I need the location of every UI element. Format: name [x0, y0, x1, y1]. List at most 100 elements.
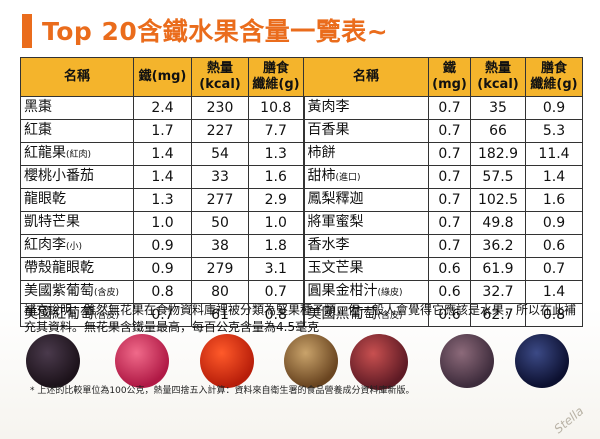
iron-value: 0.9 [133, 234, 192, 258]
header-name-right: 名稱 [303, 57, 429, 97]
supplement-note: 補充說明：雖然無花果在食物資料庫裡被分類為堅果種子類，但一般人會覺得它應該是水果… [24, 303, 577, 334]
table-row: 紅龍果(紅肉) 1.4 54 1.3 柿餅 0.7 182.9 11.4 [20, 142, 583, 166]
iron-value: 1.4 [133, 142, 192, 166]
fruit-name: 龍眼乾 [20, 188, 134, 212]
fruit-name: 黑棗 [20, 96, 134, 120]
iron-value: 0.7 [428, 234, 471, 258]
iron-value: 0.8 [133, 280, 192, 304]
table-row: 帶殼龍眼乾 0.9 279 3.1 玉文芒果 0.6 61.9 0.7 [20, 257, 583, 281]
header-kcal-right: 熱量 (kcal) [470, 57, 526, 97]
fruit-name: 美國紅葡萄(含皮) [20, 303, 134, 327]
dried-prune-image [26, 334, 80, 388]
fiber-value: 0.9 [525, 96, 583, 120]
iron-value: 0.7 [428, 211, 471, 235]
fiber-value: 1.6 [525, 188, 583, 212]
table-row: 美國紅葡萄(含皮) 0.7 61 0.8 美國黑葡萄(含皮) 0.6 62.7 0.8 [20, 303, 583, 327]
iron-value: 0.6 [428, 303, 471, 327]
iron-value: 0.7 [428, 96, 471, 120]
header-name: 名稱 [20, 57, 134, 97]
fruit-name: 香水李 [302, 234, 429, 258]
fruit-name: 柿餅 [302, 142, 429, 166]
fiber-value: 7.7 [248, 119, 304, 143]
fruit-name: 鳳梨釋迦 [302, 188, 429, 212]
table-row: 紅棗 1.7 227 7.7 百香果 0.7 66 5.3 [20, 119, 583, 143]
table-row: 紅肉李(小) 0.9 38 1.8 香水李 0.7 36.2 0.6 [20, 234, 583, 258]
iron-value: 1.3 [133, 188, 192, 212]
kcal-value: 102.5 [470, 188, 526, 212]
table-header-row: 名稱 鐵(mg) 熱量 (kcal) 膳食 纖維(g) 名稱 鐵 (mg) 熱量 (kc… [20, 57, 583, 97]
fiber-value: 10.8 [248, 96, 304, 120]
fiber-value: 0.8 [248, 303, 304, 327]
fruit-name: 凱特芒果 [20, 211, 134, 235]
table-row: 龍眼乾 1.3 277 2.9 鳳梨釋迦 0.7 102.5 1.6 [20, 188, 583, 212]
iron-fruit-table: 名稱 鐵(mg) 熱量 (kcal) 膳食 纖維(g) 名稱 鐵 (mg) 熱量 (kc… [20, 57, 583, 327]
kcal-value: 62.7 [470, 303, 526, 327]
kcal-value: 66 [470, 119, 526, 143]
dragon-fruit-image [115, 334, 169, 388]
fruit-name: 甜柿(進口) [302, 165, 429, 189]
fruit-name: 美國黑葡萄(含皮) [302, 303, 429, 327]
fruit-name: 將軍蜜梨 [302, 211, 429, 235]
iron-value: 1.4 [133, 165, 192, 189]
fiber-value: 11.4 [525, 142, 583, 166]
kcal-value: 61.9 [470, 257, 526, 281]
kcal-value: 61 [191, 303, 249, 327]
kcal-value: 33 [191, 165, 249, 189]
header-iron: 鐵(mg) [133, 57, 192, 97]
fiber-value: 5.3 [525, 119, 583, 143]
fruit-name: 紅肉李(小) [20, 234, 134, 258]
header-iron-right: 鐵 (mg) [428, 57, 471, 97]
header-kcal: 熱量 (kcal) [191, 57, 249, 97]
kcal-value: 277 [191, 188, 249, 212]
kcal-value: 49.8 [470, 211, 526, 235]
iron-value: 1.0 [133, 211, 192, 235]
kcal-value: 36.2 [470, 234, 526, 258]
header-fiber-right: 膳食 纖維(g) [525, 57, 583, 97]
fiber-value: 0.6 [525, 234, 583, 258]
longan-image [284, 334, 338, 388]
fiber-value: 0.9 [525, 211, 583, 235]
footnote: * 上述的比較單位為100公克，熱量四捨五入計算：資料來自衛生署的食品營養成分資… [30, 386, 415, 396]
fiber-value: 1.6 [248, 165, 304, 189]
table-row: 櫻桃小番茄 1.4 33 1.6 甜柿(進口) 0.7 57.5 1.4 [20, 165, 583, 189]
iron-value: 0.7 [428, 142, 471, 166]
fruit-photo-strip [20, 334, 580, 390]
kcal-value: 230 [191, 96, 249, 120]
table-body: 黑棗 2.4 230 10.8 黃肉李 0.7 35 0.9 紅棗 1.7 227 7.7 百香果 0.7… [20, 96, 583, 327]
fiber-value: 0.8 [525, 303, 583, 327]
kcal-value: 57.5 [470, 165, 526, 189]
kcal-value: 182.9 [470, 142, 526, 166]
table-row: 美國紫葡萄(含皮) 0.8 80 0.7 圓果金柑汁(綠皮) 0.6 32.7 1.4 [20, 280, 583, 304]
iron-value: 2.4 [133, 96, 192, 120]
kcal-value: 54 [191, 142, 249, 166]
fruit-name: 玉文芒果 [302, 257, 429, 281]
iron-value: 1.7 [133, 119, 192, 143]
header-fiber: 膳食 纖維(g) [248, 57, 304, 97]
title-accent-bar [22, 14, 32, 48]
table-row: 凱特芒果 1.0 50 1.0 將軍蜜梨 0.7 49.8 0.9 [20, 211, 583, 235]
fiber-value: 0.7 [248, 280, 304, 304]
iron-value: 0.6 [428, 280, 471, 304]
iron-value: 0.6 [428, 257, 471, 281]
cherry-tomato-image [200, 334, 254, 388]
fruit-name: 百香果 [302, 119, 429, 143]
iron-value: 0.7 [133, 303, 192, 327]
fruit-name: 美國紫葡萄(含皮) [20, 280, 134, 304]
fruit-name: 黃肉李 [302, 96, 429, 120]
fiber-value: 3.1 [248, 257, 304, 281]
fruit-name: 帶殼龍眼乾 [20, 257, 134, 281]
kcal-value: 279 [191, 257, 249, 281]
mango-image [440, 334, 494, 388]
fruit-name: 紅龍果(紅肉) [20, 142, 134, 166]
fruit-name: 櫻桃小番茄 [20, 165, 134, 189]
fiber-value: 1.8 [248, 234, 304, 258]
fiber-value: 0.7 [525, 257, 583, 281]
fruit-name: 紅棗 [20, 119, 134, 143]
fiber-value: 1.0 [248, 211, 304, 235]
fruit-name: 圓果金柑汁(綠皮) [302, 280, 429, 304]
iron-value: 0.7 [428, 165, 471, 189]
iron-value: 0.7 [428, 119, 471, 143]
kcal-value: 38 [191, 234, 249, 258]
kcal-value: 227 [191, 119, 249, 143]
